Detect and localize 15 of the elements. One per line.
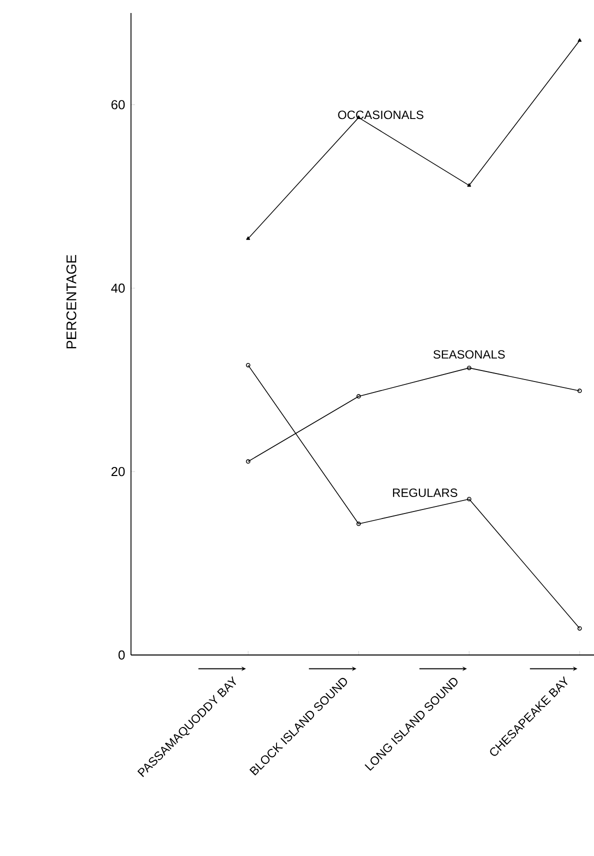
series-label: REGULARS [393,488,458,497]
point [466,366,472,370]
point [356,394,361,399]
point [246,236,250,240]
y-tick-label: 60 [111,100,125,110]
y-tick-label: 0 [118,650,125,660]
y-tick-label: 40 [111,284,125,293]
series-label: OCCASIONALS [338,110,424,120]
y-axis-title: PERCENTAGE [66,254,76,348]
series-label: SEASONALS [433,350,505,359]
point [466,496,472,502]
point [467,183,472,187]
point [356,522,361,526]
point [578,38,582,42]
y-tick-label: 20 [111,466,125,476]
